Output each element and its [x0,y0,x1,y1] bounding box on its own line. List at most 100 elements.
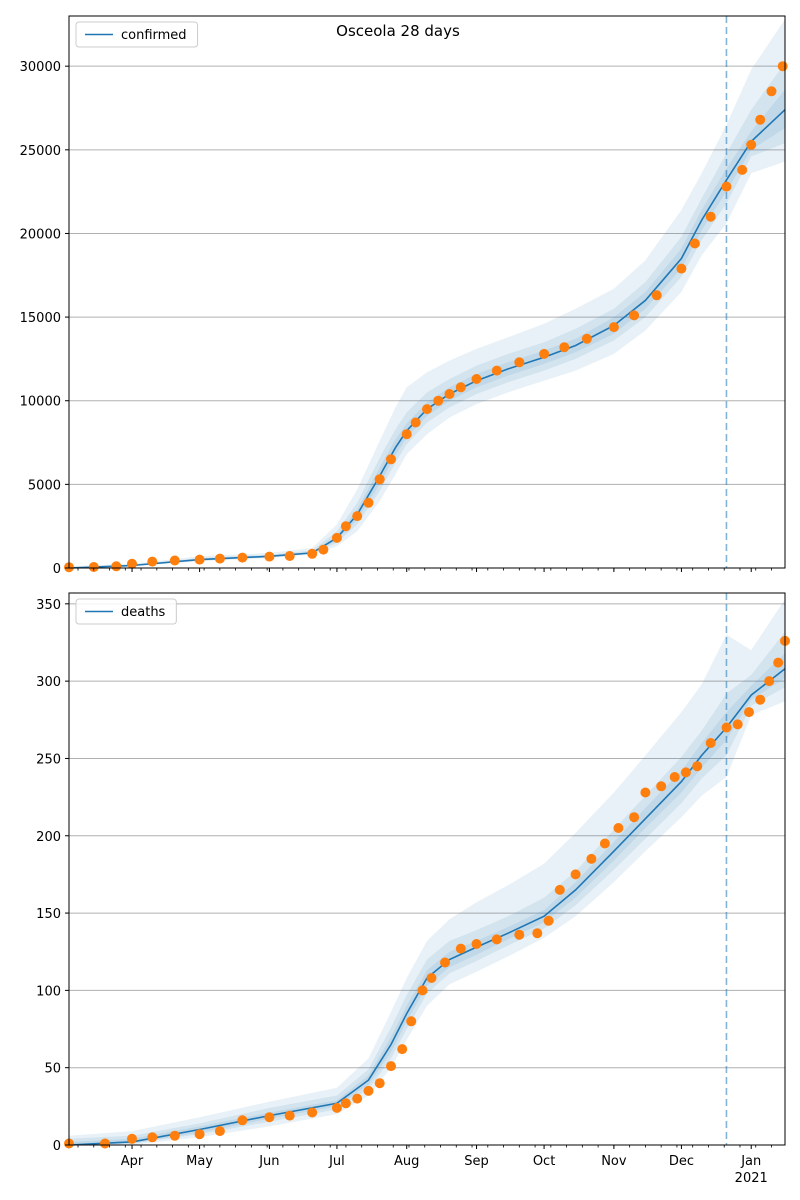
deaths-observed-point [705,738,716,748]
figure-title: Osceola 28 days [336,22,460,40]
confirmed-legend-box [75,21,199,48]
confirmed-observed-point [422,404,432,415]
confirmed-observed-point [331,532,342,543]
confirmed-observed-point [689,238,700,249]
confirmed-observed-point [401,429,412,440]
confirmed-observed-point [455,382,466,393]
confirmed-observed-point [721,181,732,192]
x-tick-label: May [186,1154,213,1169]
deaths-legend: deaths [75,598,177,625]
deaths-y-tick-label: 350 [36,598,61,613]
confirmed-grid [69,65,785,485]
confirmed-observed-point [629,310,640,321]
deaths-y-tick-label: 300 [36,675,61,690]
deaths-observed-point [331,1102,342,1113]
confirmed-y-tick-label: 25000 [20,144,61,159]
confirmed-observed-point [410,417,421,428]
confirmed-observed-point [581,333,592,344]
confirmed-x-ticks [77,568,772,572]
deaths-observed-point [397,1044,408,1055]
confirmed-observed-point [651,290,662,301]
deaths-observed-point [214,1126,225,1137]
confirmed-observed-point [352,511,363,522]
deaths-observed-point [613,823,624,833]
deaths-observed-point [100,1138,110,1149]
confirmed-y-tick-label: 10000 [20,395,61,410]
confirmed-observed-point [127,558,137,569]
confirmed-observed-point [363,497,374,508]
confirmed-bands [69,19,785,569]
confirmed-observed-point [705,211,716,222]
deaths-observed-point [744,707,754,718]
confirmed-observed-point [284,551,295,561]
deaths-observed-point [491,934,502,945]
deaths-observed-point [340,1098,351,1109]
confirmed-observed-point [746,139,757,150]
deaths-observed-point [680,767,691,778]
deaths-observed-point [417,985,428,996]
deaths-observed-point [732,719,743,730]
deaths-observed-point [755,694,766,705]
confirmed-observed-point [676,263,687,274]
confirmed-observed-point [471,374,482,384]
deaths-observed-point [570,869,581,880]
confirmed-observed-point [264,551,275,562]
deaths-observed-point [194,1129,205,1140]
confirmed-y-tick-label: 15000 [20,311,61,326]
confirmed-observed-point [755,114,766,125]
confirmed-observed-point [386,454,396,465]
deaths-observed-point [629,812,640,823]
deaths-observed-point [586,853,597,864]
deaths-observed-point [554,884,565,895]
deaths-axes [68,592,786,1146]
deaths-y-ticks: 0 50 100 150 200 250 300 350 [36,598,69,1154]
x-tick-label: Aug [394,1154,419,1169]
deaths-observed-point [656,781,667,792]
confirmed-observed-point [194,554,205,565]
deaths-y-tick-label: 100 [36,984,61,999]
deaths-observed-point [284,1110,295,1121]
confirmed-observed-point [88,562,99,572]
deaths-observed-point [352,1093,363,1104]
confirmed-observed-point [111,561,122,572]
x-tick-label: Apr [121,1154,144,1169]
deaths-observed-point [169,1130,180,1141]
deaths-observed-point [543,915,554,926]
deaths-observed-point [514,929,525,940]
deaths-observed-point [237,1115,248,1126]
confirmed-band-middle [69,62,785,569]
confirmed-band-outer [69,19,785,569]
deaths-observed-point [455,943,466,954]
deaths-observed-point [264,1112,275,1123]
deaths-observed-point [721,722,732,733]
confirmed-axes [68,15,786,569]
deaths-observed-point [406,1016,417,1027]
confirmed-observed-point [539,348,550,359]
x-tick-label: Dec [669,1154,694,1169]
x-tick-label: Jul [328,1154,345,1169]
deaths-x-ticks: Apr May Jun Jul Aug Sep Oct Nov Dec Jan 2021 [77,1145,772,1186]
deaths-y-tick-label: 50 [44,1062,61,1077]
confirmed-legend-label: confirmed [121,28,187,43]
confirmed-y-tick-label: 5000 [28,478,61,493]
deaths-observed-point [374,1078,385,1089]
confirmed-observed-point [559,342,570,353]
x-tick-label: Sep [464,1154,489,1169]
deaths-y-tick-label: 0 [53,1139,61,1154]
confirmed-observed-point [307,548,318,559]
confirmed-y-ticks: 0 5000 10000 15000 20000 25000 30000 [20,60,69,577]
x-year-label: 2021 [735,1171,768,1186]
deaths-observed-point [363,1085,374,1096]
deaths-legend-box [75,598,177,625]
confirmed-observed-point [766,86,777,97]
deaths-y-tick-label: 150 [36,907,61,922]
confirmed-axes-frame [68,15,786,569]
confirmed-panel: 0 5000 10000 15000 20000 25000 30000 confirmed [20,15,788,577]
confirmed-observed-point [777,61,788,72]
deaths-observed-point [426,973,437,983]
confirmed-observed-point [237,552,248,563]
deaths-panel: 0 50 100 150 200 250 300 350 Apr May Jun Jul Aug Sep… [36,592,790,1186]
deaths-observed-point [599,838,610,849]
deaths-observed-point [307,1107,318,1118]
